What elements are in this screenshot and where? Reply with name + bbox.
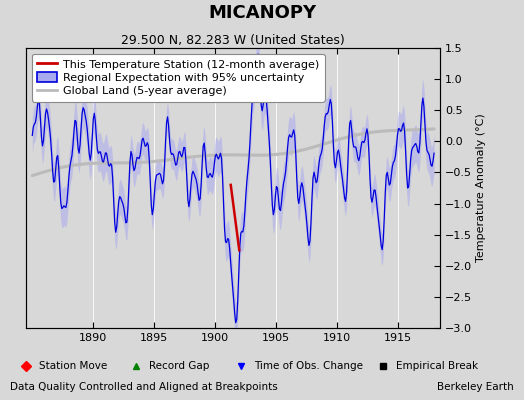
Text: Berkeley Earth: Berkeley Earth [437,382,514,392]
Legend: This Temperature Station (12-month average), Regional Expectation with 95% uncer: This Temperature Station (12-month avera… [32,54,325,102]
Text: Empirical Break: Empirical Break [396,361,478,371]
Title: 29.500 N, 82.283 W (United States): 29.500 N, 82.283 W (United States) [121,34,345,47]
Text: MICANOPY: MICANOPY [208,4,316,22]
Text: Station Move: Station Move [39,361,107,371]
Y-axis label: Temperature Anomaly (°C): Temperature Anomaly (°C) [476,114,486,262]
Text: Record Gap: Record Gap [149,361,210,371]
Text: Time of Obs. Change: Time of Obs. Change [254,361,363,371]
Text: Data Quality Controlled and Aligned at Breakpoints: Data Quality Controlled and Aligned at B… [10,382,278,392]
